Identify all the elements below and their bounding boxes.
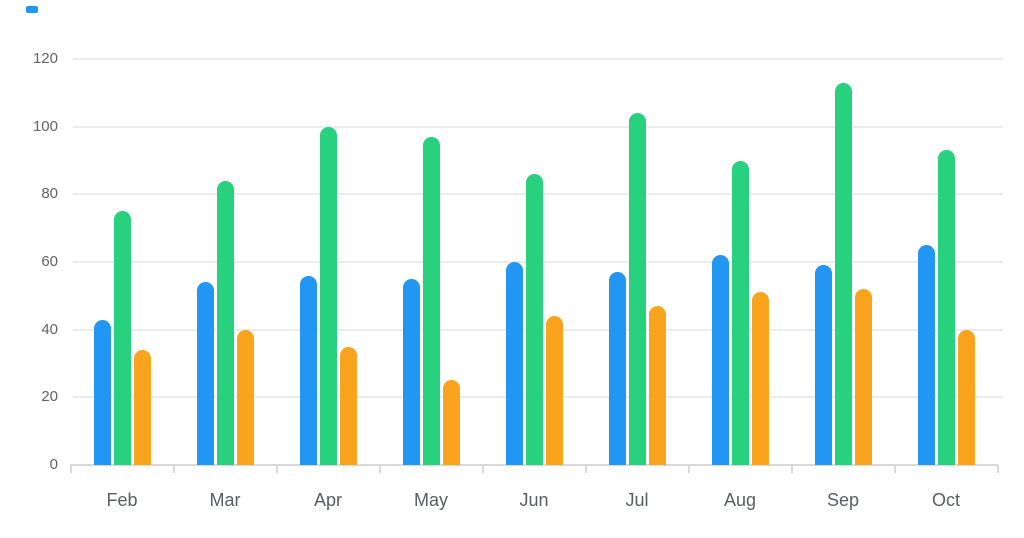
x-axis-tick	[69, 465, 72, 473]
y-axis-tick-label: 0	[49, 456, 58, 473]
bar-mar-green	[216, 180, 234, 465]
x-axis-label: May	[413, 490, 448, 510]
x-axis-tick	[893, 465, 896, 473]
bar-aug-orange	[751, 292, 769, 465]
bar-apr-blue	[299, 275, 317, 465]
x-axis-label: Mar	[209, 490, 241, 510]
bar-jul-blue	[608, 272, 626, 465]
x-axis-tick	[378, 465, 381, 473]
x-axis-line	[70, 464, 998, 466]
bar-sep-blue	[814, 265, 832, 465]
x-axis-tick	[790, 465, 793, 473]
y-axis-tick-label: 20	[41, 388, 58, 406]
bar-may-orange	[442, 380, 460, 465]
bar-oct-green	[937, 150, 955, 465]
y-axis-tick-label: 40	[41, 320, 58, 338]
x-axis-label: Jul	[625, 490, 649, 510]
gridline	[73, 125, 1003, 128]
y-axis-tick-label: 100	[32, 117, 58, 135]
bar-aug-green	[731, 160, 749, 465]
bar-oct-orange	[957, 329, 975, 465]
x-axis-label: Jun	[519, 490, 549, 510]
y-axis-tick-label: 120	[32, 50, 58, 67]
bar-sep-green	[834, 82, 852, 465]
x-axis-tick	[275, 465, 278, 473]
bar-jun-blue	[505, 262, 523, 465]
bar-apr-orange	[339, 346, 357, 465]
blue-dash-marker	[26, 6, 38, 13]
y-axis-tick-label: 60	[41, 253, 58, 270]
x-axis-label: Apr	[313, 490, 342, 510]
bar-feb-orange	[133, 349, 151, 465]
x-axis-label: Oct	[931, 490, 960, 510]
bar-mar-orange	[236, 329, 254, 465]
x-axis-label: Aug	[723, 490, 757, 510]
x-axis-label: Sep	[826, 490, 860, 510]
bar-apr-green	[319, 126, 337, 465]
bar-sep-orange	[854, 289, 872, 465]
y-axis-tick-label: 80	[41, 185, 58, 203]
x-axis-tick	[172, 465, 175, 473]
bar-mar-blue	[196, 282, 214, 465]
x-axis-tick	[687, 465, 690, 473]
bar-jun-orange	[545, 316, 563, 465]
x-axis-tick	[996, 465, 999, 473]
bar-aug-blue	[711, 255, 729, 465]
bar-jun-green	[525, 174, 543, 465]
bar-jul-orange	[648, 305, 666, 465]
bar-may-blue	[402, 278, 420, 465]
bar-feb-green	[113, 211, 131, 465]
bar-oct-blue	[917, 245, 935, 465]
bar-may-green	[422, 136, 440, 465]
bar-jul-green	[628, 113, 646, 465]
bar-feb-blue	[93, 319, 111, 465]
x-axis-tick	[584, 465, 587, 473]
x-axis-label: Feb	[106, 490, 138, 510]
x-axis-tick	[481, 465, 484, 473]
gridline	[73, 58, 1003, 60]
